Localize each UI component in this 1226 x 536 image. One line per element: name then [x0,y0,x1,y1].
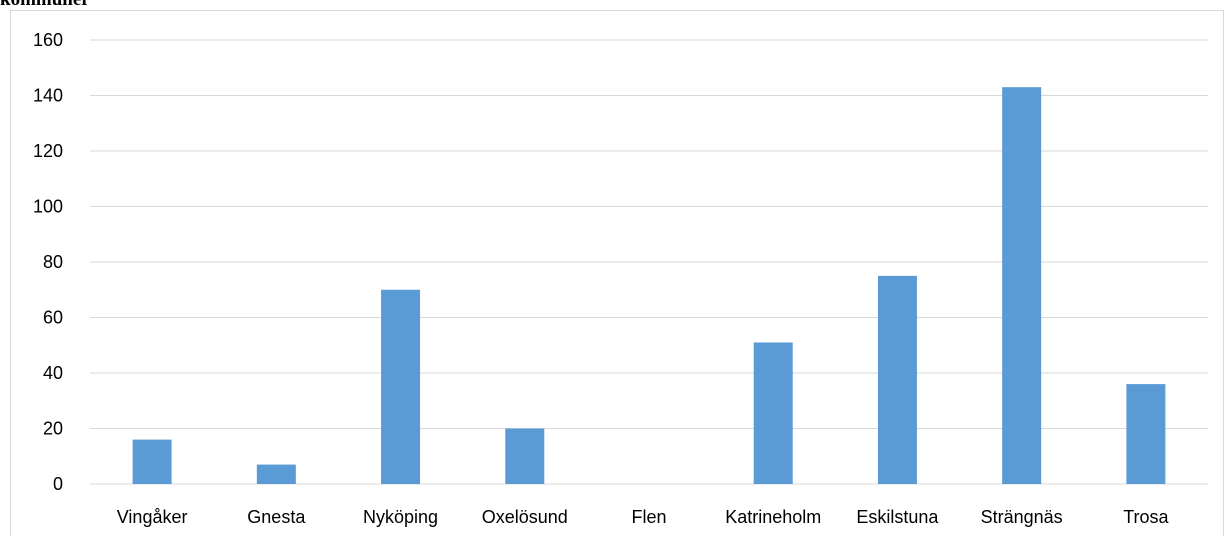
y-tick-label: 140 [33,86,63,106]
y-tick-label: 100 [33,197,63,217]
x-tick-label: Katrineholm [725,507,821,527]
x-tick-label: Oxelösund [482,507,568,527]
bar-katrineholm [753,342,793,484]
x-tick-label: Nyköping [363,507,438,527]
y-tick-label: 120 [33,141,63,161]
bar-gnesta [256,464,296,484]
bar-oxelösund [505,428,545,484]
x-tick-label: Flen [631,507,666,527]
x-axis: Vingåker Gnesta Nyköping Oxelösund Flen Katri… [117,507,1170,527]
x-tick-label: Strängnäs [981,507,1063,527]
y-tick-label: 20 [43,419,63,439]
x-tick-label: Trosa [1123,507,1169,527]
y-tick-label: 160 [33,30,63,50]
y-tick-label: 60 [43,308,63,328]
x-tick-label: Vingåker [117,507,188,527]
bars [132,87,1166,485]
chart-caption: kommuner [0,0,90,12]
bar-vingåker [132,439,172,484]
y-tick-label: 0 [53,474,63,494]
x-tick-label: Gnesta [247,507,306,527]
y-axis: 0 20 40 60 80 100 120 140 160 [33,30,63,494]
y-tick-label: 40 [43,363,63,383]
y-tick-label: 80 [43,252,63,272]
bar-eskilstuna [877,275,917,484]
bar-nyköping [381,289,421,484]
bar-trosa [1126,384,1166,484]
x-tick-label: Eskilstuna [856,507,939,527]
bar-strängnäs [1002,87,1042,485]
